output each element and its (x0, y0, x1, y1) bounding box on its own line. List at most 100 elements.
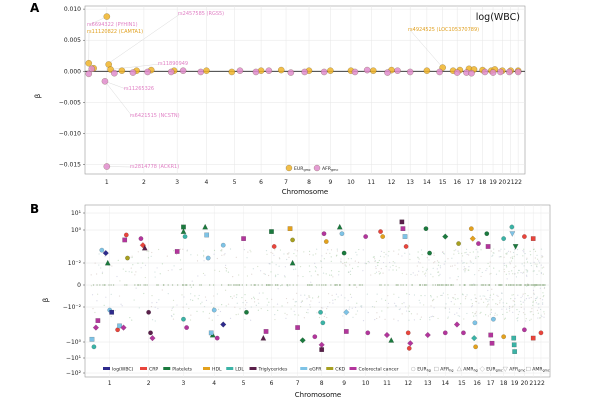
panel-b-background-variant (541, 264, 542, 265)
panel-b-background-variant (433, 299, 434, 300)
panel-b-background-variant (273, 306, 274, 307)
panel-b-background-variant (329, 302, 330, 303)
panel-b-background-variant (521, 307, 522, 308)
panel-b-background-variant (448, 316, 449, 317)
panel-b-background-variant (168, 284, 169, 286)
panel-b-background-variant (438, 262, 439, 263)
panel-b-background-variant (510, 284, 511, 286)
panel-b-background-variant (258, 284, 259, 286)
panel-b-background-variant (538, 270, 539, 271)
panel-b-background-variant (142, 262, 143, 263)
panel-b-background-variant (410, 274, 411, 275)
panel-b-background-variant (542, 304, 543, 305)
panel-b-background-variant (285, 318, 286, 319)
panel-b-background-variant (326, 253, 327, 254)
panel-b-background-variant (139, 307, 140, 308)
panel-b-background-variant (246, 302, 247, 303)
panel-b-background-variant (462, 255, 463, 256)
panel-b-background-variant (280, 249, 281, 250)
panel-b-background-variant (522, 255, 523, 256)
panel-b-background-variant (425, 272, 426, 273)
panel-b-background-variant (223, 254, 224, 255)
panel-b-background-variant (349, 264, 350, 265)
panel-b-background-variant (537, 317, 538, 318)
panel-b-background-variant (533, 290, 534, 291)
panel-b-point (148, 331, 152, 335)
panel-b-background-variant (266, 250, 267, 251)
panel-b-background-variant (398, 297, 399, 298)
panel-b-background-variant (378, 271, 379, 272)
panel-b-background-variant (201, 302, 202, 303)
panel-b-background-variant (445, 303, 446, 304)
panel-b-background-variant (424, 295, 425, 296)
panel-b-background-variant (141, 267, 142, 268)
panel-a-title: log(WBC) (476, 12, 520, 23)
panel-b-background-variant (532, 305, 533, 306)
panel-b-background-variant (478, 256, 479, 257)
panel-b-background-variant (254, 284, 255, 286)
panel-a-point-afr-gmc (497, 69, 503, 75)
panel-b-background-variant (376, 272, 377, 273)
panel-b-background-variant (251, 284, 252, 286)
panel-b-background-variant (137, 263, 138, 264)
panel-b-background-variant (439, 284, 440, 286)
panel-b-background-variant (405, 306, 406, 307)
panel-b-background-variant (258, 299, 259, 300)
panel-b-background-variant (526, 259, 527, 260)
panel-b-background-variant (314, 263, 315, 264)
panel-b-background-variant (535, 300, 536, 301)
panel-b-background-variant (251, 306, 252, 307)
panel-a-point-eur-gmc (104, 13, 110, 19)
panel-b-background-variant (332, 300, 333, 301)
panel-b-background-variant (471, 306, 472, 307)
panel-b-background-variant (92, 308, 93, 309)
panel-b-background-variant (538, 313, 539, 314)
panel-a-annotation-label: rs4924525 (LOC105370789) (408, 27, 479, 33)
panel-b-background-variant (468, 254, 469, 255)
panel-b-background-variant (260, 270, 261, 271)
panel-b-background-variant (369, 262, 370, 263)
panel-b-background-variant (523, 302, 524, 303)
panel-b-background-variant (476, 311, 477, 312)
panel-b-background-variant (490, 314, 491, 315)
panel-b-background-variant (230, 296, 231, 297)
panel-b-background-variant (321, 267, 322, 268)
panel-b-background-variant (246, 257, 247, 258)
panel-b-background-variant (526, 258, 527, 259)
panel-b-background-variant (217, 293, 218, 294)
panel-b-background-variant (427, 257, 428, 258)
panel-a-point-afr-gmc (198, 69, 204, 75)
panel-b-background-variant (520, 297, 521, 298)
panel-b-background-variant (489, 297, 490, 298)
panel-b-background-variant (476, 284, 477, 286)
panel-b-background-variant (156, 302, 157, 303)
panel-b-background-variant (338, 296, 339, 297)
panel-b-legend-label: Triglycerides (258, 367, 288, 373)
panel-b-background-variant (389, 262, 390, 263)
panel-b-background-variant (514, 298, 515, 299)
panel-a-point-afr-gmc (407, 69, 413, 75)
panel-b-y-tick-label: 10⁻² (68, 260, 82, 267)
panel-b-background-variant (349, 284, 350, 286)
panel-b-point (522, 328, 526, 332)
panel-b-background-variant (173, 265, 174, 266)
panel-b-background-variant (255, 284, 256, 286)
panel-b-legend-label: log(WBC) (112, 367, 134, 373)
panel-b-background-variant (267, 298, 268, 299)
panel-b-background-variant (331, 261, 332, 262)
panel-b-background-variant (464, 284, 465, 286)
panel-b-background-variant (356, 254, 357, 255)
panel-b-background-variant (344, 262, 345, 263)
panel-b-background-variant (531, 308, 532, 309)
panel-b-background-variant (442, 251, 443, 252)
panel-b-point (221, 243, 225, 247)
panel-b-background-variant (225, 267, 226, 268)
panel-b-background-variant (285, 266, 286, 267)
panel-b-legend-label: LDL (235, 367, 244, 373)
panel-b-chromosome-label: 3 (182, 380, 186, 387)
panel-b-chromosome-label: 22 (537, 380, 545, 387)
panel-b-background-variant (508, 251, 509, 252)
panel-b-background-variant (530, 251, 531, 252)
panel-b-point (209, 331, 213, 335)
panel-b-background-variant (543, 274, 544, 275)
